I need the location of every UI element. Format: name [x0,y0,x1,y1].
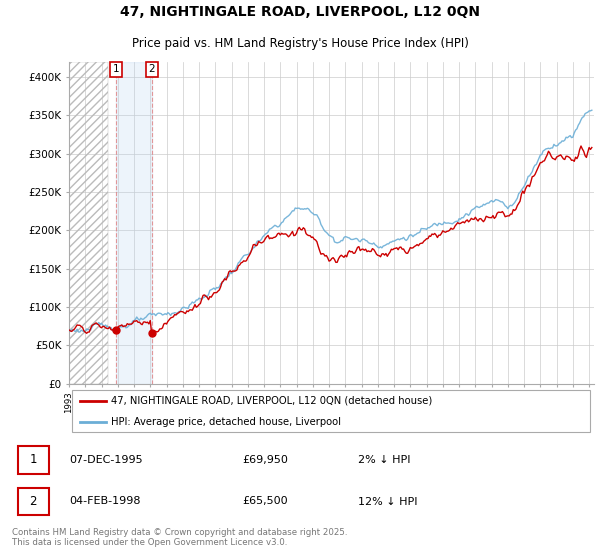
Text: 1: 1 [113,64,120,74]
Text: £65,500: £65,500 [242,497,288,506]
Text: 12% ↓ HPI: 12% ↓ HPI [358,497,417,506]
Text: 1: 1 [29,454,37,466]
Text: 07-DEC-1995: 07-DEC-1995 [70,455,143,465]
Text: HPI: Average price, detached house, Liverpool: HPI: Average price, detached house, Live… [111,417,341,427]
Text: £69,950: £69,950 [242,455,288,465]
Text: 2: 2 [148,64,155,74]
FancyBboxPatch shape [18,446,49,474]
FancyBboxPatch shape [18,488,49,515]
Text: 04-FEB-1998: 04-FEB-1998 [70,497,141,506]
FancyBboxPatch shape [71,390,590,432]
Text: Price paid vs. HM Land Registry's House Price Index (HPI): Price paid vs. HM Land Registry's House … [131,37,469,50]
Text: 47, NIGHTINGALE ROAD, LIVERPOOL, L12 0QN (detached house): 47, NIGHTINGALE ROAD, LIVERPOOL, L12 0QN… [111,396,432,406]
Text: 2: 2 [29,495,37,508]
Text: Contains HM Land Registry data © Crown copyright and database right 2025.
This d: Contains HM Land Registry data © Crown c… [12,528,347,547]
Bar [116,62,152,384]
Text: 47, NIGHTINGALE ROAD, LIVERPOOL, L12 0QN: 47, NIGHTINGALE ROAD, LIVERPOOL, L12 0QN [120,6,480,20]
Text: 2% ↓ HPI: 2% ↓ HPI [358,455,410,465]
